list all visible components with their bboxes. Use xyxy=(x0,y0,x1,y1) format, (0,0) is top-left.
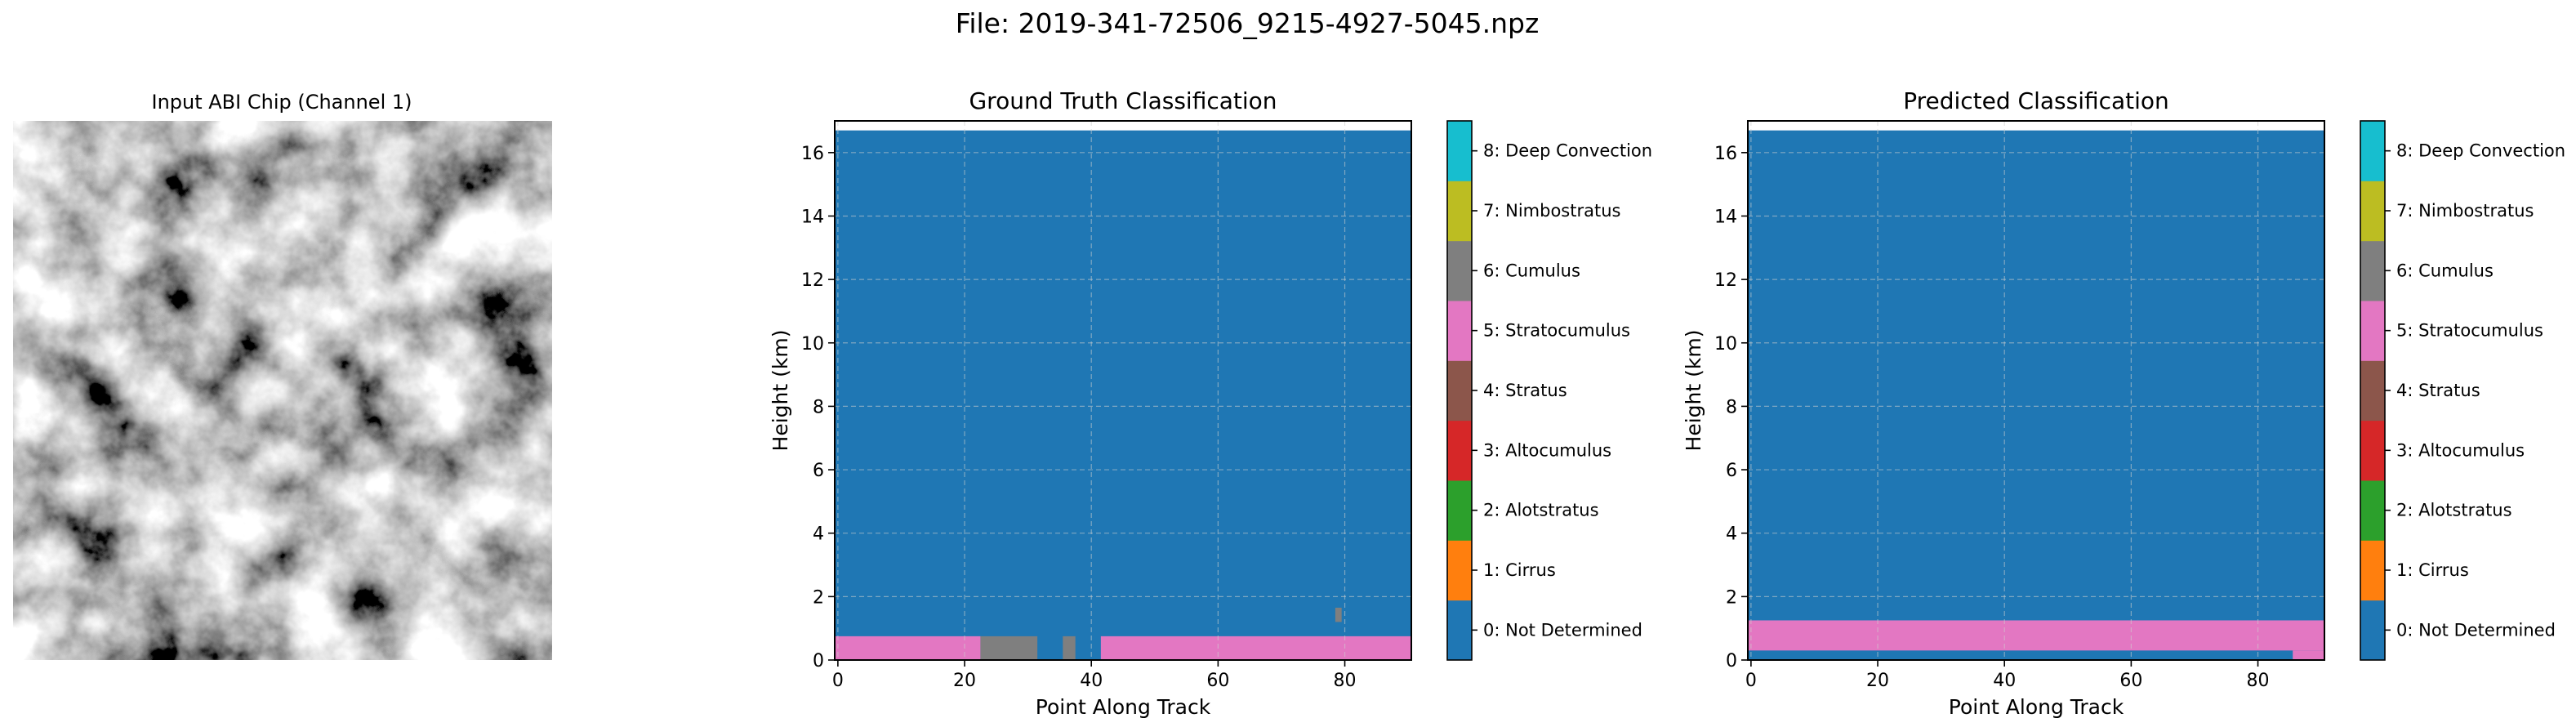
y-tick-label: 6 xyxy=(1726,461,1737,481)
colorbar-segment xyxy=(1447,480,1472,541)
colorbar-label: 6: Cumulus xyxy=(1483,261,1580,280)
colorbar-segment xyxy=(1447,540,1472,601)
x-tick-label: 0 xyxy=(832,671,844,691)
colorbar-label: 8: Deep Convection xyxy=(1483,141,1652,161)
heatmap-region xyxy=(1748,620,2324,651)
colorbar-segment xyxy=(1447,240,1472,301)
colorbar-label: 0: Not Determined xyxy=(1483,620,1642,640)
colorbar-label: 5: Stratocumulus xyxy=(2396,321,2543,341)
colorbar-segment xyxy=(1447,600,1472,661)
y-tick-label: 6 xyxy=(813,461,824,481)
colorbar-label: 4: Stratus xyxy=(2396,381,2480,400)
x-axis-label: Point Along Track xyxy=(1949,695,2124,719)
chart-title: Ground Truth Classification xyxy=(969,87,1277,114)
colorbar-segment xyxy=(2360,360,2385,421)
x-tick-label: 60 xyxy=(1206,671,1229,691)
y-tick-label: 12 xyxy=(1714,270,1737,291)
colorbar-label: 0: Not Determined xyxy=(2396,620,2556,640)
y-tick-label: 0 xyxy=(1726,651,1737,671)
x-tick-label: 80 xyxy=(1334,671,1357,691)
y-tick-label: 10 xyxy=(1714,334,1737,355)
x-tick-label: 20 xyxy=(1866,671,1889,691)
x-tick-label: 0 xyxy=(1745,671,1757,691)
colorbar-segment xyxy=(2360,181,2385,242)
x-tick-label: 80 xyxy=(2247,671,2270,691)
y-tick-label: 12 xyxy=(801,270,824,291)
y-tick-label: 14 xyxy=(801,207,824,227)
heatmap-region xyxy=(1335,607,1342,622)
x-tick-label: 40 xyxy=(1080,671,1103,691)
x-tick-label: 60 xyxy=(2119,671,2142,691)
y-tick-label: 14 xyxy=(1714,207,1737,227)
colorbar-segment xyxy=(2360,121,2385,181)
y-axis-label: Height (km) xyxy=(1682,330,1705,452)
heatmap-background-cell xyxy=(835,130,1411,660)
colorbar-segment xyxy=(1447,360,1472,421)
heatmap-region xyxy=(1075,636,1101,660)
y-tick-label: 2 xyxy=(1726,587,1737,608)
y-tick-label: 8 xyxy=(1726,397,1737,417)
colorbar-label: 4: Stratus xyxy=(1483,381,1567,400)
heatmap-region xyxy=(1063,636,1076,660)
colorbar-segment xyxy=(2360,420,2385,481)
colorbar-label: 7: Nimbostratus xyxy=(2396,201,2534,221)
y-tick-label: 16 xyxy=(801,144,824,164)
colorbar-label: 8: Deep Convection xyxy=(2396,141,2565,161)
satellite-image xyxy=(13,121,552,660)
heatmap-region xyxy=(835,636,981,660)
colorbar-frame xyxy=(2360,120,2386,661)
colorbar-segment xyxy=(1447,121,1472,181)
x-tick-label: 40 xyxy=(1993,671,2016,691)
colorbar-label: 3: Altocumulus xyxy=(1483,440,1611,460)
y-axis-label: Height (km) xyxy=(769,330,792,452)
colorbar-frame xyxy=(1446,120,1473,661)
colorbar-segment xyxy=(2360,540,2385,601)
colorbar-segment xyxy=(2360,480,2385,541)
y-tick-label: 10 xyxy=(801,334,824,355)
y-tick-label: 16 xyxy=(1714,144,1737,164)
colorbar-label: 1: Cirrus xyxy=(1483,560,1556,580)
ground-truth-panel: 0 2 4 6 8 10 12 14 16 0 20 40 60 80 Ground Truth Class… xyxy=(769,87,1652,719)
heatmap-region xyxy=(1100,636,1411,660)
colorbar-label: 6: Cumulus xyxy=(2396,261,2494,280)
y-tick-label: 0 xyxy=(813,651,824,671)
y-tick-label: 2 xyxy=(813,587,824,608)
colorbar-segment xyxy=(2360,301,2385,361)
heatmap-region xyxy=(1037,636,1063,660)
y-tick-label: 8 xyxy=(813,397,824,417)
axes-frame xyxy=(834,120,1412,661)
x-tick-label: 20 xyxy=(953,671,976,691)
y-tick-label: 4 xyxy=(813,524,824,545)
predicted-panel: 0 2 4 6 8 10 12 14 16 0 20 40 60 80 Predicted Classifi… xyxy=(1682,87,2565,719)
colorbar-label: 7: Nimbostratus xyxy=(1483,201,1620,221)
colorbar-segment xyxy=(1447,420,1472,481)
figure-suptitle: File: 2019-341-72506_9215-4927-5045.npz xyxy=(956,7,1540,39)
heatmap-region xyxy=(980,636,1038,660)
axes-frame xyxy=(1747,120,2325,661)
image-panel-title: Input ABI Chip (Channel 1) xyxy=(151,91,412,114)
colorbar-label: 1: Cirrus xyxy=(2396,560,2469,580)
heatmap-region xyxy=(2293,650,2324,660)
colorbar-label: 2: Alotstratus xyxy=(2396,501,2512,520)
colorbar-label: 3: Altocumulus xyxy=(2396,440,2525,460)
colorbar-label: 2: Alotstratus xyxy=(1483,501,1599,520)
colorbar-segment xyxy=(2360,600,2385,661)
colorbar-label: 5: Stratocumulus xyxy=(1483,321,1630,341)
chart-title: Predicted Classification xyxy=(1903,87,2169,114)
colorbar-segment xyxy=(1447,301,1472,361)
y-tick-label: 4 xyxy=(1726,524,1737,545)
x-axis-label: Point Along Track xyxy=(1036,695,1211,719)
colorbar-segment xyxy=(1447,181,1472,242)
colorbar-segment xyxy=(2360,240,2385,301)
heatmap-background-cell xyxy=(1748,130,2324,660)
